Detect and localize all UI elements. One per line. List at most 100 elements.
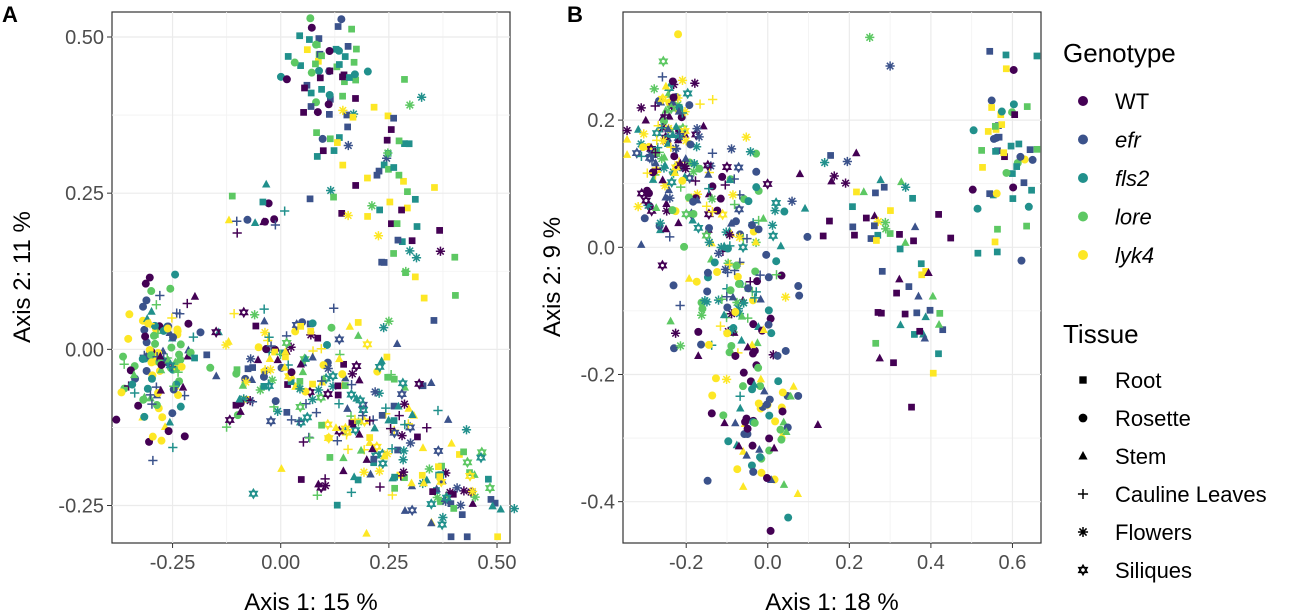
data-point <box>391 484 399 492</box>
data-point <box>989 134 998 143</box>
data-point <box>389 426 400 439</box>
data-point <box>1020 179 1028 187</box>
data-point <box>969 126 978 135</box>
data-point <box>717 294 727 304</box>
data-point <box>681 136 691 146</box>
data-point <box>129 370 139 379</box>
data-point <box>286 342 296 352</box>
data-point <box>117 388 126 397</box>
data-point <box>720 264 731 275</box>
data-point <box>926 306 934 314</box>
data-point <box>152 401 161 410</box>
data-point <box>639 129 649 139</box>
data-point <box>190 291 200 300</box>
data-point <box>867 235 875 242</box>
data-point <box>311 407 322 418</box>
data-point <box>723 303 732 312</box>
data-point <box>343 210 353 221</box>
data-point <box>307 394 318 405</box>
data-point <box>175 350 184 359</box>
data-point <box>411 273 419 281</box>
data-point <box>1009 170 1016 177</box>
data-point <box>764 273 773 282</box>
y-tick-label: 0.25 <box>65 183 104 205</box>
data-point <box>720 418 729 427</box>
data-point <box>780 292 791 302</box>
legend-tissue-title: Tissue <box>1063 319 1139 349</box>
data-point <box>253 355 263 364</box>
data-point <box>384 316 394 326</box>
data-point <box>316 74 324 82</box>
data-point <box>743 424 752 433</box>
data-point <box>400 506 410 514</box>
data-point <box>424 464 435 474</box>
data-point <box>670 168 680 177</box>
data-point <box>313 129 320 136</box>
data-point <box>878 309 885 317</box>
data-point <box>390 250 397 257</box>
data-point <box>308 352 317 361</box>
data-point <box>734 279 743 288</box>
data-point <box>343 444 353 455</box>
data-point <box>371 440 382 453</box>
data-point <box>233 366 241 374</box>
data-point <box>874 231 882 239</box>
data-point <box>394 236 402 244</box>
data-point <box>695 164 704 173</box>
data-point <box>381 403 391 413</box>
data-point <box>695 99 705 109</box>
data-point <box>636 103 646 113</box>
data-point <box>367 201 377 211</box>
data-point <box>329 303 339 313</box>
data-point <box>325 47 334 55</box>
data-point <box>715 321 726 331</box>
data-point <box>737 311 747 320</box>
data-point <box>147 358 156 367</box>
data-point <box>651 158 660 167</box>
data-point <box>778 407 787 416</box>
data-point <box>1007 142 1015 150</box>
data-point <box>893 289 900 297</box>
data-point <box>416 92 427 102</box>
data-point <box>373 171 381 179</box>
data-point <box>652 203 661 212</box>
data-point <box>886 230 894 237</box>
data-point <box>284 381 291 388</box>
data-point <box>350 70 359 79</box>
data-point <box>721 374 732 385</box>
data-point <box>244 365 252 373</box>
data-point <box>851 231 858 239</box>
data-point <box>764 306 773 315</box>
data-point <box>301 353 310 362</box>
data-point <box>262 345 271 354</box>
data-point <box>755 444 764 453</box>
data-point <box>147 287 156 296</box>
data-point <box>987 96 996 105</box>
data-point <box>339 161 347 169</box>
data-point <box>733 465 742 474</box>
y-tick-label: 0.00 <box>65 339 104 361</box>
data-point <box>298 437 309 447</box>
data-point <box>1002 168 1011 177</box>
data-point <box>840 178 851 188</box>
data-point <box>719 411 728 420</box>
data-point <box>401 76 408 83</box>
data-point <box>777 435 786 444</box>
legend-genotype-label: efr <box>1115 128 1142 153</box>
panel-a-points <box>112 14 519 541</box>
data-point <box>356 445 366 454</box>
data-point <box>307 89 315 97</box>
data-point <box>778 388 787 397</box>
data-point <box>675 129 685 139</box>
data-point <box>978 147 985 154</box>
data-point <box>394 411 404 421</box>
legend-tissue-symbol <box>1077 488 1089 500</box>
data-point <box>264 199 273 208</box>
data-point <box>339 92 346 100</box>
panel-b: B -0.2 0.0 0.2 0.4 0.6 -0.4 -0.2 0.0 0.2 Axis 1… <box>539 2 1042 615</box>
data-point <box>743 342 752 351</box>
data-point <box>138 354 147 363</box>
legend-tissue-label: Cauline Leaves <box>1115 482 1267 507</box>
data-point <box>702 159 713 172</box>
data-point <box>167 313 177 323</box>
